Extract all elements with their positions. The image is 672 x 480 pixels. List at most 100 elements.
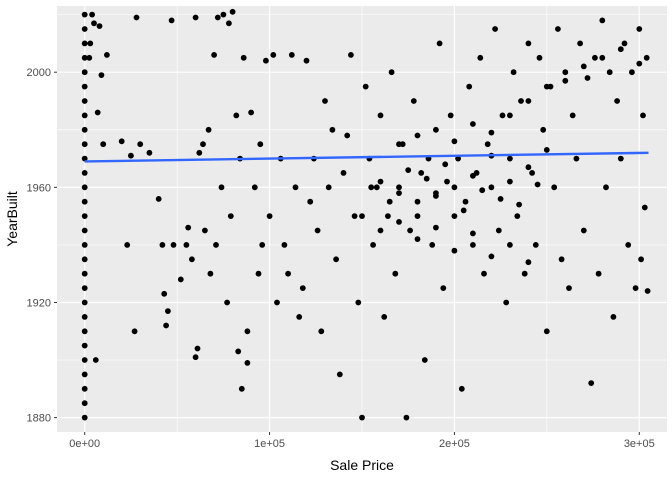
data-point: [644, 288, 651, 294]
y-tick-label: 1880: [27, 413, 51, 425]
data-point: [551, 184, 558, 191]
data-point: [414, 236, 421, 243]
data-point: [81, 328, 88, 335]
data-point: [89, 11, 95, 18]
data-point: [451, 138, 458, 145]
data-point: [492, 26, 498, 32]
data-point: [200, 141, 206, 148]
data-point: [577, 40, 583, 47]
data-point: [218, 184, 225, 191]
data-point: [573, 155, 580, 162]
data-point: [377, 227, 384, 234]
data-point: [266, 213, 273, 220]
data-point: [165, 308, 171, 314]
data-point: [518, 98, 524, 104]
data-point: [377, 112, 384, 119]
data-point: [81, 126, 88, 133]
data-point: [131, 328, 138, 335]
data-point: [213, 242, 219, 248]
data-point: [558, 256, 565, 263]
data-point: [340, 170, 347, 176]
data-point: [285, 270, 291, 277]
data-point: [104, 52, 110, 58]
x-axis-title: Sale Price: [330, 457, 394, 473]
data-point: [183, 242, 190, 248]
data-point: [421, 357, 428, 363]
data-point: [81, 98, 88, 104]
x-tick-label: 3e+05: [624, 438, 655, 450]
data-point: [516, 201, 522, 208]
data-point: [386, 198, 393, 205]
y-axis-title: YearBuilt: [4, 191, 20, 247]
data-points: [81, 8, 651, 421]
data-point: [540, 126, 547, 133]
data-point: [81, 26, 88, 32]
data-point: [638, 256, 644, 263]
data-point: [81, 342, 88, 349]
data-point: [470, 172, 476, 179]
data-point: [629, 69, 635, 76]
data-point: [333, 256, 339, 263]
data-point: [510, 69, 517, 76]
data-point: [226, 20, 232, 27]
data-point: [470, 242, 476, 248]
data-point: [444, 178, 450, 185]
data-point: [133, 14, 140, 21]
y-tick-label: 1920: [27, 297, 51, 309]
data-point: [207, 270, 214, 277]
data-point: [314, 227, 321, 234]
data-point: [359, 414, 365, 421]
data-point: [470, 121, 476, 127]
data-point: [580, 63, 587, 70]
data-point: [81, 270, 88, 277]
data-point: [81, 112, 88, 119]
data-point: [507, 112, 513, 119]
data-point: [484, 141, 491, 148]
data-point: [81, 54, 88, 61]
data-point: [532, 242, 539, 248]
data-point: [599, 17, 606, 24]
data-point: [414, 198, 421, 205]
data-point: [455, 155, 461, 162]
data-point: [98, 72, 105, 78]
data-point: [240, 54, 247, 61]
data-point: [348, 52, 354, 58]
data-point: [414, 213, 421, 220]
data-point: [227, 213, 234, 220]
data-point: [161, 290, 168, 297]
data-point: [495, 227, 502, 234]
data-point: [81, 227, 88, 234]
data-point: [238, 385, 245, 392]
data-point: [274, 299, 280, 306]
data-point: [255, 270, 262, 277]
data-point: [507, 178, 513, 185]
data-point: [641, 204, 648, 211]
data-point: [555, 26, 561, 32]
data-point: [359, 213, 365, 220]
data-point: [214, 14, 221, 21]
data-point: [124, 242, 131, 248]
data-point: [447, 112, 454, 119]
data-point: [281, 242, 288, 248]
data-point: [507, 155, 513, 162]
data-point: [410, 98, 417, 104]
data-point: [488, 129, 495, 136]
data-point: [442, 161, 449, 168]
data-point: [451, 247, 458, 254]
data-point: [259, 242, 266, 248]
data-point: [270, 52, 277, 58]
minor-gridlines: [57, 6, 667, 432]
data-point: [525, 40, 532, 47]
data-point: [418, 170, 425, 176]
data-point: [81, 357, 88, 363]
data-point: [81, 414, 88, 421]
data-point: [211, 52, 218, 58]
data-point: [81, 285, 88, 291]
data-point: [636, 26, 643, 32]
data-point: [370, 242, 376, 248]
data-point: [477, 54, 484, 61]
data-point: [529, 170, 535, 176]
data-point: [322, 98, 328, 104]
data-point: [155, 196, 162, 202]
